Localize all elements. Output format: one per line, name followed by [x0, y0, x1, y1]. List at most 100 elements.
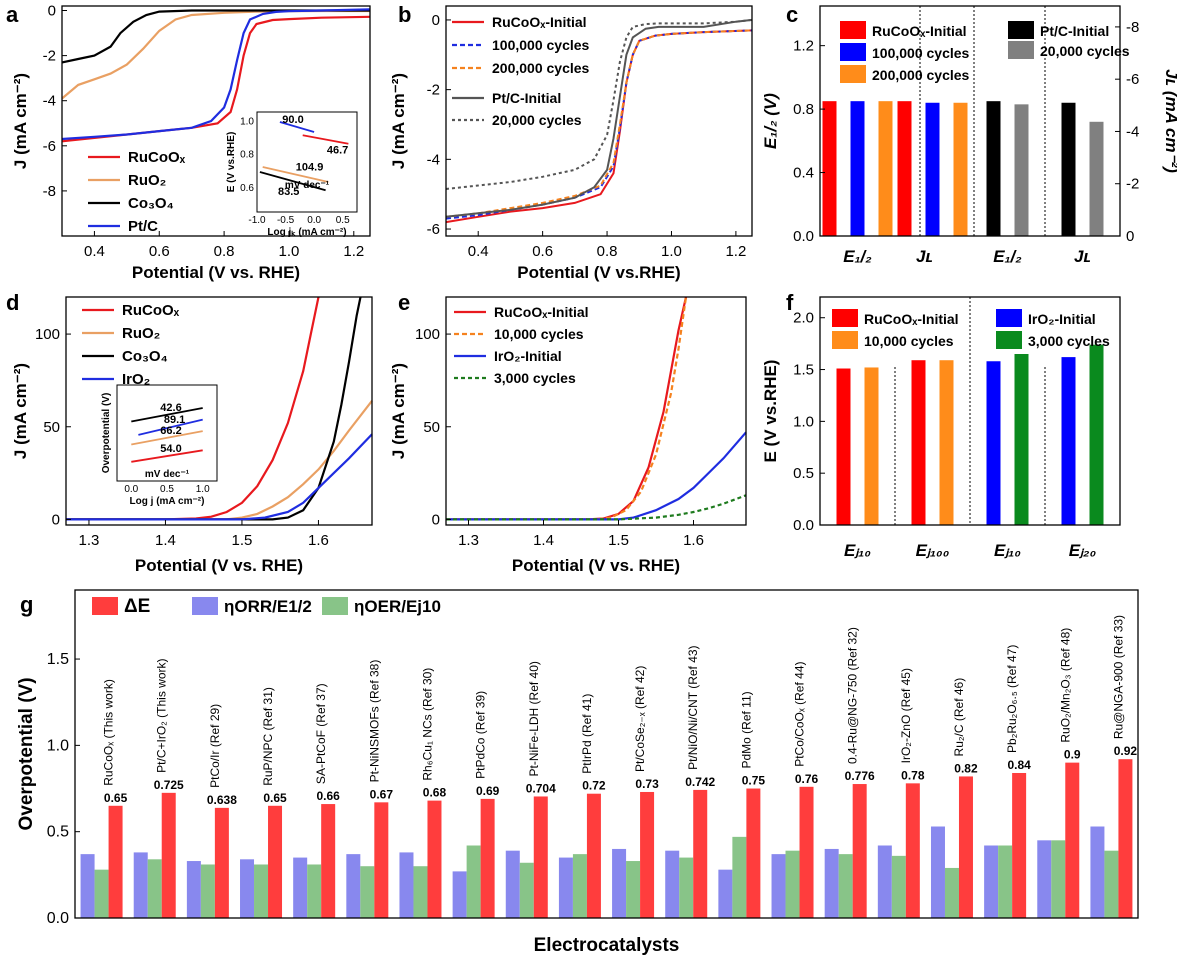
bar — [161, 792, 176, 918]
legend-swatch — [92, 597, 118, 615]
legend-label: RuCoOₓ-Initial — [492, 14, 587, 30]
bar — [897, 101, 912, 236]
category-label: Pt-NiNSMOFs (Ref 38) — [367, 660, 381, 783]
series-line — [445, 18, 753, 190]
category-label: Pb₂Ru₂O₆.₅ (Ref 47) — [1005, 645, 1019, 753]
series-line — [66, 296, 362, 521]
category-label: Rh₆Cu₁ NCs (Ref 30) — [420, 668, 434, 781]
y-tick-label: 1.5 — [47, 651, 69, 668]
bar — [718, 869, 733, 918]
legend-swatch — [996, 309, 1022, 327]
bar — [200, 864, 215, 918]
inset-frame — [116, 384, 218, 482]
bar — [254, 864, 269, 918]
legend-swatch — [996, 331, 1022, 349]
y2-tick-label: -4 — [1126, 123, 1139, 140]
legend-label: RuO₂ — [128, 172, 166, 189]
series-line — [66, 433, 373, 521]
legend-label: RuCoOₓ-Initial — [494, 304, 589, 320]
bar — [1090, 826, 1105, 918]
bar — [944, 867, 959, 918]
bar — [836, 368, 851, 525]
legend-swatch — [192, 597, 218, 615]
bar — [374, 802, 389, 918]
panel-letter: d — [6, 290, 19, 315]
slope-label: 89.1 — [164, 414, 185, 426]
value-label: 0.67 — [370, 787, 394, 801]
bar — [838, 854, 853, 918]
bar — [1014, 354, 1029, 525]
legend-label: 100,000 cycles — [872, 45, 970, 61]
inset-x-tick: -0.5 — [277, 215, 295, 226]
value-label: 0.82 — [954, 761, 978, 775]
bar — [824, 848, 839, 918]
legend-swatch — [832, 331, 858, 349]
x-axis-label: Potential (V vs. RHE) — [132, 263, 300, 282]
inset-line — [131, 407, 203, 423]
bar — [321, 804, 336, 918]
y-tick-label: 2.0 — [793, 310, 814, 327]
x-tick-label: 1.6 — [308, 532, 329, 549]
category-label: Jʟ — [916, 247, 933, 266]
x-tick-label: 0.8 — [597, 243, 618, 260]
category-label: RuO₂/Mn₂O₃ (Ref 48) — [1058, 628, 1072, 743]
category-label: E₁/₂ — [993, 247, 1022, 266]
panel-letter: f — [786, 290, 794, 315]
value-label: 0.66 — [316, 789, 340, 803]
bar — [822, 101, 837, 236]
y2-tick-label: -8 — [1126, 19, 1139, 36]
bar — [186, 861, 201, 918]
bar — [399, 852, 414, 918]
legend-label: Pt/C-Initial — [492, 90, 561, 106]
category-label: Pt/NiO/Ni/CNT (Ref 43) — [686, 645, 700, 769]
legend-label: ηOER/Ej10 — [354, 597, 441, 616]
bar — [953, 102, 968, 236]
x-tick-label: 1.0 — [661, 243, 682, 260]
value-label: 0.742 — [685, 775, 715, 789]
category-label: RuCoOₓ (This work) — [102, 679, 116, 786]
category-label: Eⱼ₁₀₀ — [916, 541, 950, 560]
plot-frame — [445, 296, 747, 526]
y-tick-label: 1.0 — [47, 737, 69, 754]
panel-letter: b — [398, 2, 411, 27]
bar — [864, 367, 879, 525]
plot-frame — [61, 5, 371, 237]
y-tick-label: 0.4 — [793, 165, 814, 182]
x-axis-label: Potential (V vs.RHE) — [517, 263, 680, 282]
inset-y-tick: 0.8 — [240, 150, 254, 161]
bar — [905, 783, 920, 918]
category-label: 0.4-Ru@NG-750 (Ref 32) — [846, 627, 860, 764]
y-axis-label: J (mA cm⁻²) — [389, 73, 408, 169]
category-label: SA-PtCoF (Ref 37) — [314, 683, 328, 784]
series-line — [446, 431, 747, 521]
bar — [413, 866, 428, 918]
bar — [505, 850, 520, 918]
slope-label: 42.6 — [160, 402, 181, 414]
category-label: PdMo (Ref 11) — [739, 691, 753, 768]
x-tick-label: 1.5 — [232, 532, 253, 549]
panel-letter: g — [20, 592, 33, 617]
value-label: 0.68 — [423, 786, 447, 800]
legend-label: RuO₂ — [122, 325, 160, 342]
legend-swatch — [1008, 21, 1034, 39]
legend-swatch — [832, 309, 858, 327]
inset-x-tick: 0.0 — [124, 484, 138, 495]
x-tick-label: 0.6 — [532, 243, 553, 260]
legend-label: RuCoOₓ — [122, 302, 180, 319]
inset-x-tick: 0.0 — [307, 215, 321, 226]
bar — [80, 854, 95, 918]
y-tick-label: 0 — [48, 3, 56, 20]
y-axis-label: J (mA cm⁻²) — [11, 363, 30, 459]
y-tick-label: 0.8 — [793, 101, 814, 118]
y-tick-label: 0.5 — [793, 465, 814, 482]
bar — [732, 836, 747, 918]
legend-label: Pt/C — [128, 218, 158, 235]
bar — [1065, 762, 1080, 918]
inset-x-tick: -1.0 — [248, 215, 266, 226]
bar — [480, 798, 495, 918]
panel-letter: e — [398, 290, 410, 315]
bar — [939, 360, 954, 525]
bar — [1012, 772, 1027, 918]
legend-label: IrO₂-Initial — [1028, 311, 1096, 327]
bar — [133, 852, 148, 918]
